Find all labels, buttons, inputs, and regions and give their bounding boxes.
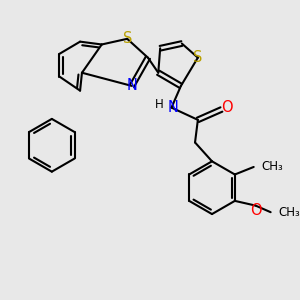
Text: H: H: [155, 98, 164, 111]
Text: S: S: [193, 50, 203, 65]
Text: N: N: [168, 100, 179, 115]
Text: N: N: [127, 78, 137, 93]
Text: S: S: [122, 31, 132, 46]
Text: O: O: [221, 100, 233, 115]
Text: O: O: [250, 203, 261, 218]
Text: CH₃: CH₃: [261, 160, 283, 173]
Text: CH₃: CH₃: [278, 206, 300, 219]
